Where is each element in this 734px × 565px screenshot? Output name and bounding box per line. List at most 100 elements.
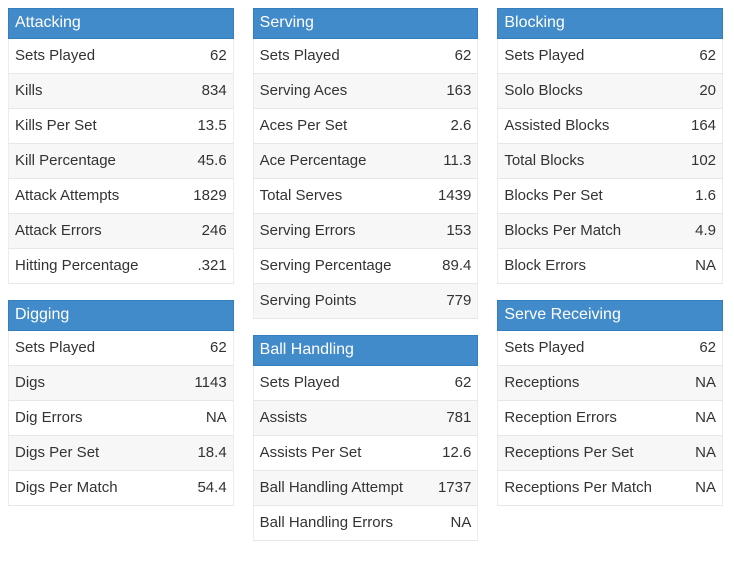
- stat-row: Sets Played 62: [8, 39, 234, 74]
- panel-attacking-title: Attacking: [8, 8, 234, 39]
- stat-row: Serving Errors 153: [253, 213, 478, 249]
- stat-row: Attack Attempts 1829: [8, 178, 234, 214]
- stat-label: Kill Percentage: [8, 143, 177, 179]
- stat-value: 62: [671, 39, 723, 74]
- stat-row: Serving Points 779: [253, 283, 478, 319]
- panel-blocking-title: Blocking: [497, 8, 724, 39]
- panel-ball-handling-title: Ball Handling: [252, 335, 479, 366]
- panel-serve-receiving-title: Serve Receiving: [497, 300, 724, 331]
- stat-value: 153: [423, 213, 478, 249]
- stats-column-left: Attacking Sets Played 62 Kills 834 Kills Per…: [8, 8, 234, 522]
- stat-label: Sets Played: [497, 39, 672, 74]
- stat-row: Block Errors NA: [497, 248, 723, 284]
- stat-value: NA: [426, 505, 478, 541]
- stat-label: Assists Per Set: [253, 435, 427, 471]
- stat-row: Aces Per Set 2.6: [253, 108, 478, 144]
- stat-row: Receptions Per Set NA: [497, 435, 723, 471]
- stat-row: Solo Blocks 20: [497, 73, 723, 109]
- stat-label: Attack Errors: [8, 213, 177, 249]
- stat-label: Ball Handling Errors: [253, 505, 427, 541]
- stat-label: Sets Played: [8, 39, 177, 74]
- stat-value: .321: [176, 248, 234, 284]
- stat-row: Assists Per Set 12.6: [253, 435, 478, 471]
- stat-label: Kills Per Set: [8, 108, 177, 144]
- blocking-table: Sets Played 62 Solo Blocks 20 Assisted Block…: [497, 39, 724, 284]
- stat-row: Assists 781: [253, 400, 478, 436]
- stat-row: Digs Per Set 18.4: [8, 435, 234, 471]
- stat-value: 4.9: [671, 213, 723, 249]
- stat-label: Receptions Per Match: [497, 470, 684, 506]
- stat-label: Solo Blocks: [497, 73, 672, 109]
- stat-label: Total Blocks: [497, 143, 672, 179]
- stat-value: 164: [671, 108, 723, 144]
- stat-value: 54.4: [170, 470, 234, 506]
- stat-value: 45.6: [176, 143, 234, 179]
- stat-label: Receptions Per Set: [497, 435, 684, 471]
- stat-row: Serving Aces 163: [253, 73, 478, 109]
- stat-row: Assisted Blocks 164: [497, 108, 723, 144]
- stat-row: Blocks Per Match 4.9: [497, 213, 723, 249]
- stat-row: Ace Percentage 11.3: [253, 143, 478, 179]
- stat-label: Serving Aces: [253, 73, 424, 109]
- stat-label: Assisted Blocks: [497, 108, 672, 144]
- stat-label: Digs Per Match: [8, 470, 171, 506]
- stat-value: 163: [423, 73, 478, 109]
- stat-label: Reception Errors: [497, 400, 684, 436]
- stat-row: Sets Played 62: [253, 366, 478, 401]
- stat-label: Receptions: [497, 365, 684, 401]
- stat-row: Serving Percentage 89.4: [253, 248, 478, 284]
- stat-row: Ball Handling Attempt 1737: [253, 470, 478, 506]
- stat-label: Serving Points: [253, 283, 424, 319]
- stat-value: 89.4: [423, 248, 478, 284]
- stat-row: Sets Played 62: [497, 39, 723, 74]
- stat-row: Attack Errors 246: [8, 213, 234, 249]
- stat-value: 11.3: [423, 143, 478, 179]
- stat-label: Digs Per Set: [8, 435, 171, 471]
- stat-label: Aces Per Set: [253, 108, 424, 144]
- stat-label: Assists: [253, 400, 427, 436]
- stat-row: Reception Errors NA: [497, 400, 723, 436]
- stat-value: NA: [683, 470, 723, 506]
- stat-value: 2.6: [423, 108, 478, 144]
- panel-serving: Serving Sets Played 62 Serving Aces 163 Aces…: [252, 8, 479, 319]
- stat-value: 62: [426, 366, 478, 401]
- stat-value: 18.4: [170, 435, 234, 471]
- stat-label: Sets Played: [253, 39, 424, 74]
- stat-value: 62: [170, 331, 234, 366]
- stat-row: Hitting Percentage .321: [8, 248, 234, 284]
- stat-label: Hitting Percentage: [8, 248, 177, 284]
- stat-row: Total Serves 1439: [253, 178, 478, 214]
- stat-value: 1829: [176, 178, 234, 214]
- stat-value: NA: [683, 365, 723, 401]
- stat-label: Ball Handling Attempt: [253, 470, 427, 506]
- stat-value: 62: [423, 39, 478, 74]
- stat-row: Sets Played 62: [253, 39, 478, 74]
- stat-value: 781: [426, 400, 478, 436]
- stat-value: 12.6: [426, 435, 478, 471]
- panel-ball-handling: Ball Handling Sets Played 62 Assists 781 Ass…: [252, 335, 479, 541]
- stat-label: Dig Errors: [8, 400, 171, 436]
- attacking-table: Sets Played 62 Kills 834 Kills Per Set 13.5 Ki…: [8, 39, 234, 284]
- stat-value: 1143: [170, 365, 234, 401]
- panel-serve-receiving: Serve Receiving Sets Played 62 Receptions N…: [497, 300, 724, 506]
- stat-row: Sets Played 62: [497, 331, 723, 366]
- stat-row: Total Blocks 102: [497, 143, 723, 179]
- stat-value: 1737: [426, 470, 478, 506]
- stat-label: Kills: [8, 73, 177, 109]
- stat-row: Kill Percentage 45.6: [8, 143, 234, 179]
- stat-row: Digs Per Match 54.4: [8, 470, 234, 506]
- panel-attacking: Attacking Sets Played 62 Kills 834 Kills Per…: [8, 8, 234, 284]
- stat-row: Receptions NA: [497, 365, 723, 401]
- stat-value: 1439: [423, 178, 478, 214]
- serving-table: Sets Played 62 Serving Aces 163 Aces Per Set…: [252, 39, 479, 319]
- stat-value: 1.6: [671, 178, 723, 214]
- panel-serving-title: Serving: [252, 8, 479, 39]
- stat-label: Sets Played: [8, 331, 171, 366]
- stat-label: Attack Attempts: [8, 178, 177, 214]
- stat-label: Sets Played: [497, 331, 684, 366]
- stat-row: Ball Handling Errors NA: [253, 505, 478, 541]
- stat-value: NA: [671, 248, 723, 284]
- stat-row: Receptions Per Match NA: [497, 470, 723, 506]
- stat-value: NA: [683, 400, 723, 436]
- stat-row: Kills Per Set 13.5: [8, 108, 234, 144]
